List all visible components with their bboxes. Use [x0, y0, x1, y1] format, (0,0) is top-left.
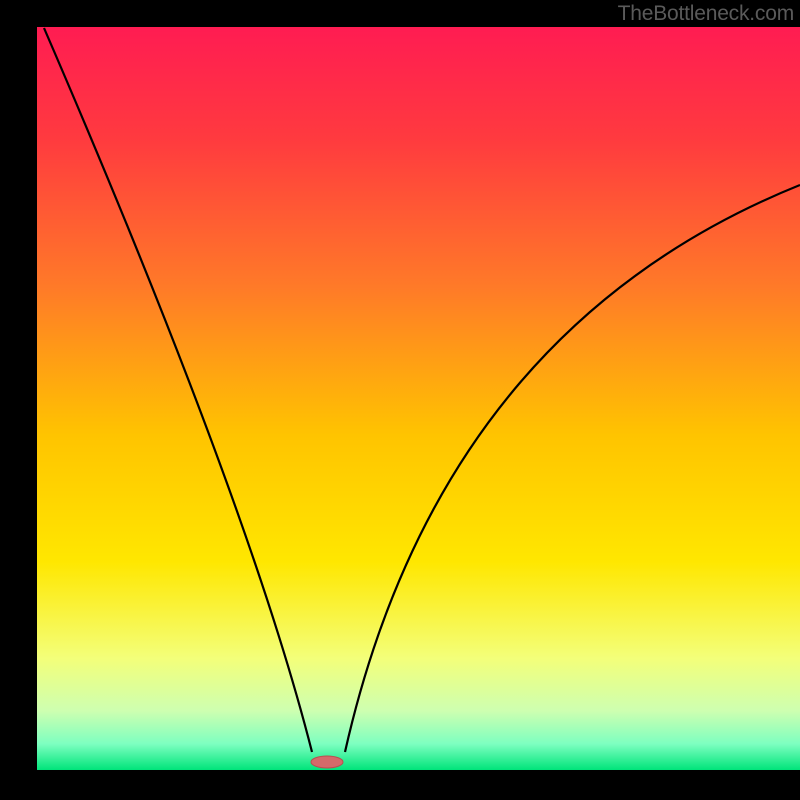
bottleneck-chart — [0, 0, 800, 800]
watermark-text: TheBottleneck.com — [618, 2, 794, 26]
gradient-plot-area — [37, 27, 800, 770]
minimum-marker — [311, 756, 343, 768]
